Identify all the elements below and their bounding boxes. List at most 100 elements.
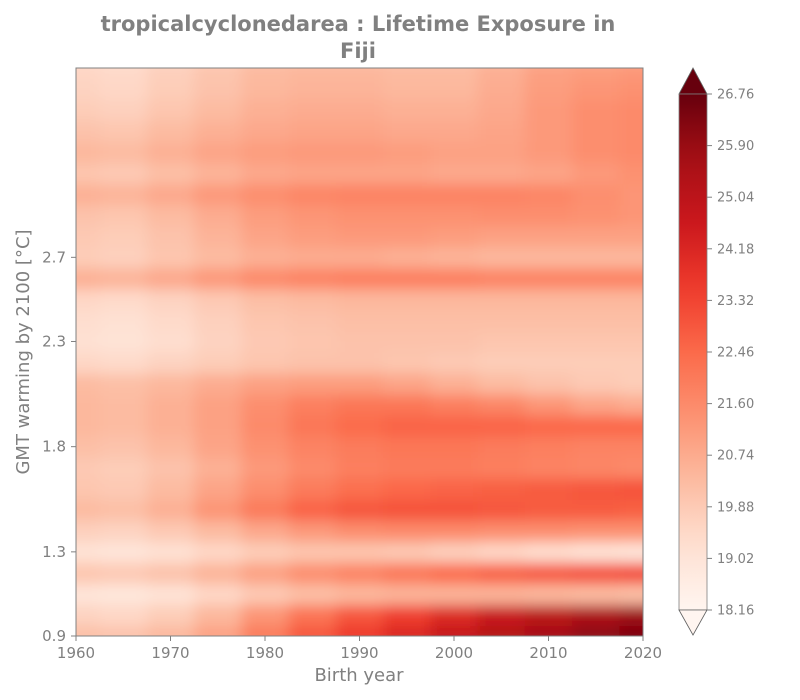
colorbar-tick-label: 26.76 <box>717 88 754 103</box>
heatmap-cell <box>430 583 479 606</box>
heatmap-cell <box>430 120 479 143</box>
heatmap-cell <box>99 583 148 606</box>
heatmap-cell <box>477 604 526 627</box>
heatmap-cell <box>430 415 479 437</box>
heatmap-cell <box>146 373 195 395</box>
heatmap-cell <box>194 520 242 542</box>
heatmap-cell <box>99 330 148 353</box>
heatmap-cell <box>430 541 479 563</box>
heatmap-cell <box>335 457 384 479</box>
x-tick-label: 1970 <box>151 644 189 662</box>
heatmap-cell <box>477 204 526 227</box>
x-tick-label: 2000 <box>435 644 473 662</box>
heatmap-cell <box>383 583 431 606</box>
heatmap-cell <box>524 225 573 248</box>
heatmap-cell <box>76 394 101 416</box>
heatmap-cell <box>241 78 290 101</box>
chart-title-line-1: tropicalcyclonedarea : Lifetime Exposure… <box>100 12 616 36</box>
heatmap-cell <box>99 225 148 248</box>
heatmap-cell <box>572 520 620 542</box>
heatmap-cell <box>477 520 526 542</box>
heatmap-cell <box>619 541 643 563</box>
heatmap-cell <box>477 499 526 521</box>
heatmap-cell <box>383 625 431 636</box>
heatmap-cell <box>146 246 195 269</box>
heatmap-cell <box>619 78 643 101</box>
heatmap-cell <box>99 99 148 122</box>
heatmap-cell <box>194 120 242 143</box>
heatmap-cell <box>477 68 526 80</box>
heatmap-cell <box>572 78 620 101</box>
heatmap-cell <box>241 625 290 636</box>
heatmap-cell <box>430 499 479 521</box>
heatmap-cell <box>477 394 526 416</box>
heatmap-cell <box>194 436 242 458</box>
heatmap-cell <box>146 267 195 290</box>
heatmap-cell <box>383 394 431 416</box>
heatmap-cell <box>524 68 573 80</box>
heatmap-cell <box>572 225 620 248</box>
heatmap-cell <box>288 625 337 636</box>
heatmap-cell <box>76 330 101 353</box>
heatmap-cell <box>288 352 337 374</box>
x-tick-label: 1980 <box>246 644 284 662</box>
heatmap-cell <box>619 141 643 164</box>
heatmap-cell <box>76 352 101 374</box>
heatmap-cell <box>288 225 337 248</box>
heatmap-cell <box>335 394 384 416</box>
heatmap-cell <box>241 120 290 143</box>
heatmap-cell <box>524 625 573 636</box>
heatmap-cell <box>383 373 431 395</box>
heatmap-cell <box>288 436 337 458</box>
heatmap-cell <box>619 162 643 185</box>
heatmap-cell <box>194 225 242 248</box>
heatmap-cell <box>194 415 242 437</box>
heatmap-cell <box>619 562 643 585</box>
heatmap-cell <box>335 478 384 500</box>
heatmap-cell <box>430 204 479 227</box>
heatmap-cell <box>383 288 431 311</box>
heatmap-cell <box>524 457 573 479</box>
heatmap-cell <box>76 309 101 332</box>
heatmap-cell <box>146 183 195 206</box>
heatmap-cell <box>572 415 620 437</box>
heatmap-cell <box>477 120 526 143</box>
heatmap-cell <box>76 78 101 101</box>
heatmap-cell <box>99 562 148 585</box>
heatmap-cell <box>383 478 431 500</box>
heatmap-cell <box>335 415 384 437</box>
heatmap-cell <box>288 120 337 143</box>
heatmap-cell <box>619 373 643 395</box>
heatmap-cell <box>194 457 242 479</box>
heatmap-cell <box>619 394 643 416</box>
heatmap-cell <box>335 309 384 332</box>
heatmap-cell <box>99 541 148 563</box>
heatmap-cell <box>335 330 384 353</box>
heatmap-cell <box>619 68 643 80</box>
heatmap-cell <box>241 478 290 500</box>
heatmap-cell <box>76 562 101 585</box>
heatmap-cell <box>288 541 337 563</box>
heatmap-cell <box>619 604 643 627</box>
heatmap-cell <box>477 352 526 374</box>
heatmap-cell <box>76 267 101 290</box>
x-tick-label: 2020 <box>624 644 662 662</box>
heatmap-cell <box>288 246 337 269</box>
heatmap-cell <box>524 141 573 164</box>
heatmap-cell <box>76 457 101 479</box>
heatmap-cell <box>619 583 643 606</box>
heatmap-cell <box>572 162 620 185</box>
heatmap-cell <box>99 436 148 458</box>
heatmap-cell <box>241 415 290 437</box>
heatmap-cell <box>194 583 242 606</box>
heatmap-cell <box>288 309 337 332</box>
heatmap-cell <box>194 99 242 122</box>
heatmap-cell <box>76 583 101 606</box>
heatmap-cell <box>619 457 643 479</box>
heatmap-cell <box>383 68 431 80</box>
heatmap-cell <box>572 436 620 458</box>
colorbar-min-extension <box>678 609 708 636</box>
heatmap-cell <box>524 246 573 269</box>
heatmap-cell <box>572 394 620 416</box>
